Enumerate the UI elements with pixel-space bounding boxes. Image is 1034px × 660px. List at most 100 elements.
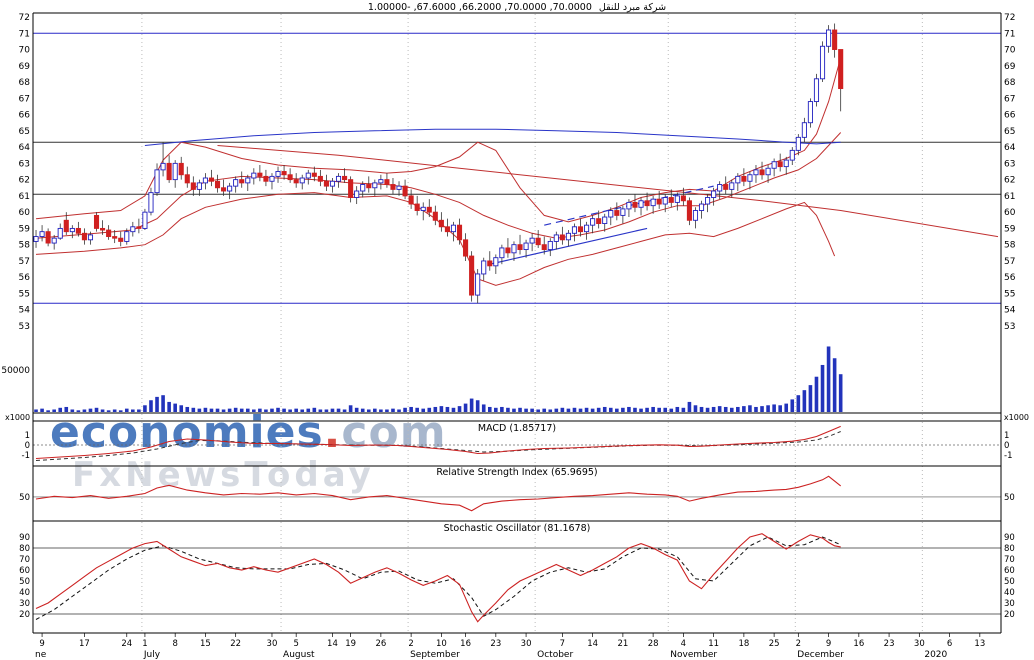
x-day-label: 15 — [200, 639, 211, 649]
x-day-label: 9 — [39, 639, 44, 649]
volume-bar — [88, 408, 93, 412]
volume-bar — [481, 404, 486, 412]
candle — [93, 214, 100, 229]
candle — [765, 167, 771, 176]
volume-bar — [100, 409, 105, 412]
candle — [644, 200, 650, 207]
x-month-label: August — [283, 650, 315, 660]
stoch-tick-label: 60 — [1004, 566, 1015, 576]
candle — [106, 229, 112, 238]
candle — [553, 234, 559, 242]
stoch-title: Stochastic Oscillator (81.1678) — [444, 523, 591, 534]
price-tick-label: 62 — [1004, 176, 1015, 186]
x-day-label: 19 — [345, 639, 356, 649]
company-name: شركة مبرد للنقل — [598, 2, 667, 13]
candle — [801, 122, 807, 138]
volume-bar — [615, 408, 619, 412]
volume-bar — [342, 409, 347, 412]
price-tick-label: 71 — [19, 29, 30, 39]
volume-bar — [161, 395, 165, 412]
x-day-label: 5 — [293, 639, 298, 649]
x-day-label: 28 — [648, 639, 659, 649]
candle — [148, 192, 154, 213]
candle — [112, 236, 118, 239]
candle — [293, 179, 299, 184]
volume-bar — [354, 407, 359, 412]
candle — [245, 177, 251, 184]
volume-bar — [742, 406, 746, 412]
volume-bar — [639, 408, 643, 412]
x-day-label: 6 — [947, 639, 952, 649]
volume-bar — [258, 408, 262, 412]
volume-bar — [608, 407, 613, 412]
volume-bar — [524, 408, 528, 412]
candle — [51, 237, 57, 244]
candle — [275, 171, 281, 177]
candle — [668, 197, 674, 203]
volume-bar — [633, 407, 637, 412]
volume-bar — [300, 409, 305, 412]
volume-bar — [711, 406, 716, 412]
candle — [535, 237, 541, 246]
volume-bar — [209, 408, 214, 412]
candle — [160, 162, 166, 171]
volume-bar — [391, 408, 395, 412]
candle — [838, 49, 844, 90]
candle — [493, 257, 499, 267]
x-day-label: 16 — [853, 639, 864, 649]
candle — [124, 231, 130, 242]
candle — [602, 216, 608, 224]
candle — [723, 184, 729, 190]
x-day-label: 30 — [267, 639, 278, 649]
volume-bar — [554, 408, 559, 412]
volume-bar — [433, 406, 438, 412]
volume-bar — [657, 407, 661, 412]
volume-bar — [748, 405, 752, 412]
price-tick-label: 72 — [1004, 13, 1015, 23]
ohlc-values: 1.00000- ,67.6000 ,66.2000 ,70.0000 ,70.… — [367, 2, 592, 13]
x-day-label: 7 — [560, 639, 565, 649]
candle — [184, 174, 190, 184]
x-day-label: 9 — [826, 639, 831, 649]
price-tick-label: 67 — [19, 94, 30, 104]
volume-unit-label: x1000 — [5, 413, 30, 422]
candle — [348, 179, 354, 198]
volume-bar — [264, 409, 268, 412]
volume-bar — [34, 409, 38, 412]
volume-bar — [270, 408, 274, 412]
candle — [705, 197, 711, 205]
macd-tick-label: -1 — [1004, 451, 1012, 461]
price-tick-label: 55 — [1004, 289, 1015, 299]
price-tick-label: 61 — [1004, 192, 1015, 202]
candle — [529, 237, 535, 244]
bollinger-lower — [35, 192, 836, 286]
volume-bar — [233, 407, 238, 412]
price-tick-label: 62 — [19, 176, 30, 186]
volume-bar — [536, 409, 540, 412]
candle — [444, 226, 450, 233]
volume-bar — [403, 407, 407, 412]
rsi-line — [35, 475, 842, 512]
ma-slow-blue — [144, 128, 841, 146]
volume-bar — [826, 346, 831, 412]
chart-title: 1.00000- ,67.6000 ,66.2000 ,70.0000 ,70.… — [0, 2, 1034, 13]
stoch-tick-label: 80 — [1004, 544, 1015, 554]
price-tick-label: 64 — [1004, 143, 1016, 153]
volume-bar — [566, 408, 571, 412]
stoch-tick-label: 50 — [1004, 577, 1015, 587]
candle — [450, 224, 457, 233]
candle — [819, 45, 826, 80]
volume-bar — [584, 407, 589, 412]
price-tick-label: 60 — [19, 208, 31, 218]
volume-bar — [627, 406, 631, 412]
price-tick-label: 64 — [19, 143, 31, 153]
macd-tick-label: -1 — [22, 451, 30, 461]
candle — [354, 190, 360, 198]
stoch-tick-label: 60 — [19, 566, 30, 576]
candle — [487, 260, 493, 267]
volume-bar — [179, 405, 184, 412]
candle — [118, 237, 124, 242]
volume-bar — [578, 408, 583, 412]
candle — [826, 29, 832, 47]
